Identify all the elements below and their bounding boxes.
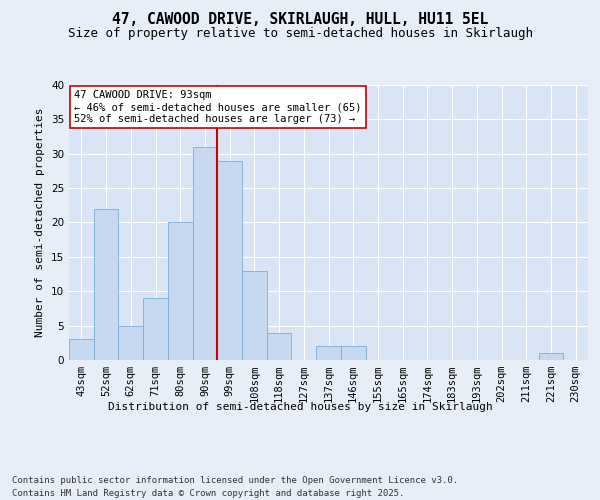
Bar (118, 326, 143, 360)
Bar (193, 147, 217, 360)
Bar (539, 353, 563, 360)
Bar (242, 270, 267, 360)
Bar (69, 340, 94, 360)
Bar (316, 346, 341, 360)
Bar (143, 298, 168, 360)
Bar (341, 346, 365, 360)
Bar (217, 160, 242, 360)
Text: Contains HM Land Registry data © Crown copyright and database right 2025.: Contains HM Land Registry data © Crown c… (12, 488, 404, 498)
Bar (168, 222, 193, 360)
Bar (94, 209, 118, 360)
Y-axis label: Number of semi-detached properties: Number of semi-detached properties (35, 108, 46, 337)
Text: 47, CAWOOD DRIVE, SKIRLAUGH, HULL, HU11 5EL: 47, CAWOOD DRIVE, SKIRLAUGH, HULL, HU11 … (112, 12, 488, 28)
Text: Contains public sector information licensed under the Open Government Licence v3: Contains public sector information licen… (12, 476, 458, 485)
Text: Size of property relative to semi-detached houses in Skirlaugh: Size of property relative to semi-detach… (67, 28, 533, 40)
Bar (267, 332, 292, 360)
Text: Distribution of semi-detached houses by size in Skirlaugh: Distribution of semi-detached houses by … (107, 402, 493, 412)
Text: 47 CAWOOD DRIVE: 93sqm
← 46% of semi-detached houses are smaller (65)
52% of sem: 47 CAWOOD DRIVE: 93sqm ← 46% of semi-det… (74, 90, 362, 124)
